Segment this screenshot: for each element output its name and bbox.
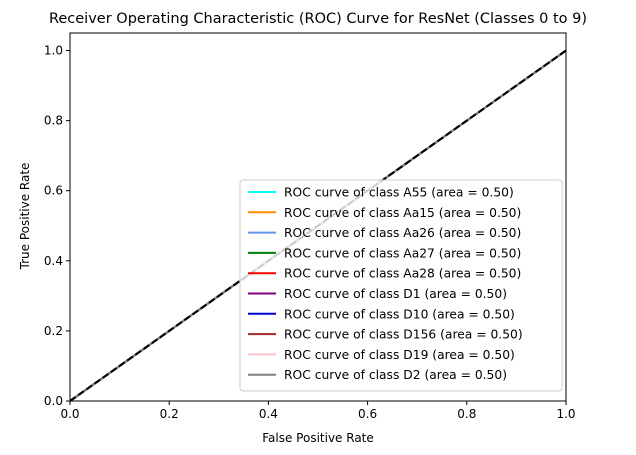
y-tick-label: 0.0	[44, 394, 63, 408]
legend-entry-label: ROC curve of class D2 (area = 0.50)	[284, 368, 507, 382]
legend-box	[239, 179, 563, 392]
legend-entry-label: ROC curve of class D156 (area = 0.50)	[284, 328, 523, 342]
x-tick-label: 1.0	[556, 407, 575, 421]
legend: ROC curve of class A55 (area = 0.50) ROC …	[239, 179, 563, 392]
y-tick-label: 0.8	[44, 114, 63, 128]
x-axis-label: False Positive Rate	[262, 431, 374, 445]
x-tick-label: 0.8	[457, 407, 476, 421]
chart-title: Receiver Operating Characteristic (ROC) …	[49, 11, 587, 27]
x-tick-label: 0.6	[358, 407, 377, 421]
y-tick-label: 0.4	[44, 254, 63, 268]
legend-entry-label: ROC curve of class D19 (area = 0.50)	[284, 348, 515, 362]
legend-entry-label: ROC curve of class D1 (area = 0.50)	[284, 287, 507, 301]
x-tick-label: 0.0	[60, 407, 79, 421]
legend-entry-label: ROC curve of class Aa28 (area = 0.50)	[284, 267, 521, 281]
axes-layer: 0.0 0.2 0.4 0.6 0.8 1.0 0.0 0.2 0.4 0.6 0.8 1.0	[44, 32, 576, 421]
y-tick-label: 0.6	[44, 184, 63, 198]
y-axis-label: True Positive Rate	[18, 163, 32, 271]
legend-entry-label: ROC curve of class Aa27 (area = 0.50)	[284, 246, 521, 260]
plot-frame	[69, 32, 567, 402]
y-tick-label: 0.2	[44, 324, 63, 338]
x-tick-label: 0.2	[160, 407, 179, 421]
legend-entry-label: ROC curve of class D10 (area = 0.50)	[284, 307, 515, 321]
x-tick-label: 0.4	[259, 407, 278, 421]
y-tick-label: 1.0	[44, 44, 63, 58]
legend-entry-label: ROC curve of class A55 (area = 0.50)	[284, 186, 514, 200]
legend-entry-label: ROC curve of class Aa15 (area = 0.50)	[284, 206, 521, 220]
legend-entry-label: ROC curve of class Aa26 (area = 0.50)	[284, 226, 521, 240]
